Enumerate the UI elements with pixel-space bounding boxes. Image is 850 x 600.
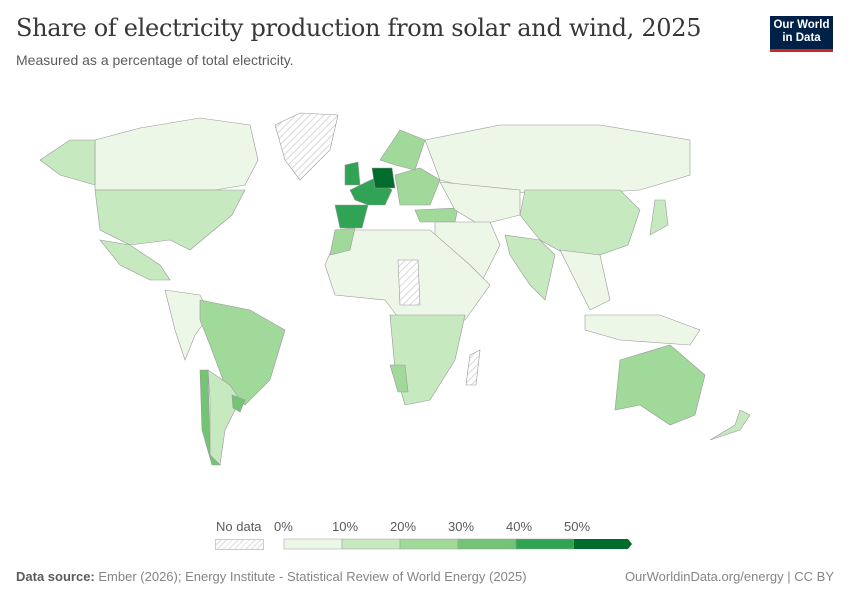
country-alaska[interactable]: [39, 139, 96, 186]
legend-bin-1[interactable]: [341, 538, 401, 550]
legend-tick-label: 40%: [506, 519, 533, 534]
country-australia[interactable]: [614, 344, 706, 426]
country-new-zealand[interactable]: [709, 409, 751, 441]
source-text[interactable]: Ember (2026); Energy Institute - Statist…: [98, 569, 527, 584]
legend-bin-2[interactable]: [399, 538, 459, 550]
country-uk-ireland[interactable]: [344, 161, 361, 186]
country-turkey[interactable]: [414, 207, 459, 223]
country-germany-denmark[interactable]: [371, 167, 396, 189]
country-argentina[interactable]: [207, 369, 241, 466]
legend-tick-label: 10%: [332, 519, 359, 534]
chart-title: Share of electricity production from sol…: [16, 14, 702, 42]
country-chile[interactable]: [199, 369, 221, 466]
country-namibia[interactable]: [389, 364, 409, 393]
country-sahara-nodata[interactable]: [397, 259, 421, 306]
country-mexico[interactable]: [99, 239, 171, 281]
country-scandinavia[interactable]: [379, 129, 426, 171]
country-greenland[interactable]: [274, 112, 339, 181]
country-south-america-north[interactable]: [164, 289, 211, 361]
world-map[interactable]: [0, 90, 850, 510]
country-indonesia[interactable]: [584, 314, 701, 346]
logo-line-2: in Data: [782, 32, 821, 44]
footer-source: Data source: Ember (2026); Energy Instit…: [16, 569, 527, 584]
legend-color-bar: [283, 538, 632, 550]
country-canada[interactable]: [94, 117, 259, 191]
country-eastern-europe[interactable]: [394, 167, 441, 206]
logo-line-1: Our World: [773, 19, 830, 31]
legend-tick-label: 50%: [564, 519, 591, 534]
footer-link[interactable]: OurWorldinData.org/energy | CC BY: [624, 569, 834, 584]
legend-bin-5[interactable]: [574, 539, 632, 549]
source-label: Data source:: [16, 569, 95, 584]
country-central-asia[interactable]: [439, 181, 521, 226]
country-india[interactable]: [504, 234, 556, 301]
legend-tick-label: 20%: [390, 519, 417, 534]
legend-bin-4[interactable]: [515, 538, 575, 550]
country-china[interactable]: [519, 189, 641, 263]
country-iberia[interactable]: [334, 204, 369, 229]
chart-subtitle: Measured as a percentage of total electr…: [16, 52, 294, 68]
legend-tick-label: 0%: [274, 519, 293, 534]
legend-bin-0[interactable]: [283, 538, 343, 550]
legend-no-data-swatch[interactable]: [215, 539, 264, 550]
legend-bin-3[interactable]: [457, 538, 517, 550]
country-southeast-asia[interactable]: [559, 249, 611, 311]
legend-no-data-label: No data: [216, 519, 262, 534]
country-madagascar[interactable]: [465, 349, 481, 386]
country-usa[interactable]: [94, 189, 246, 251]
legend-tick-label: 30%: [448, 519, 475, 534]
country-japan[interactable]: [649, 199, 669, 236]
country-morocco[interactable]: [329, 227, 356, 256]
color-legend: No data 0% 10% 20% 30% 40% 50%: [0, 515, 850, 555]
owid-logo[interactable]: Our World in Data: [770, 16, 833, 52]
country-brazil[interactable]: [199, 299, 286, 406]
country-uruguay[interactable]: [231, 394, 246, 413]
